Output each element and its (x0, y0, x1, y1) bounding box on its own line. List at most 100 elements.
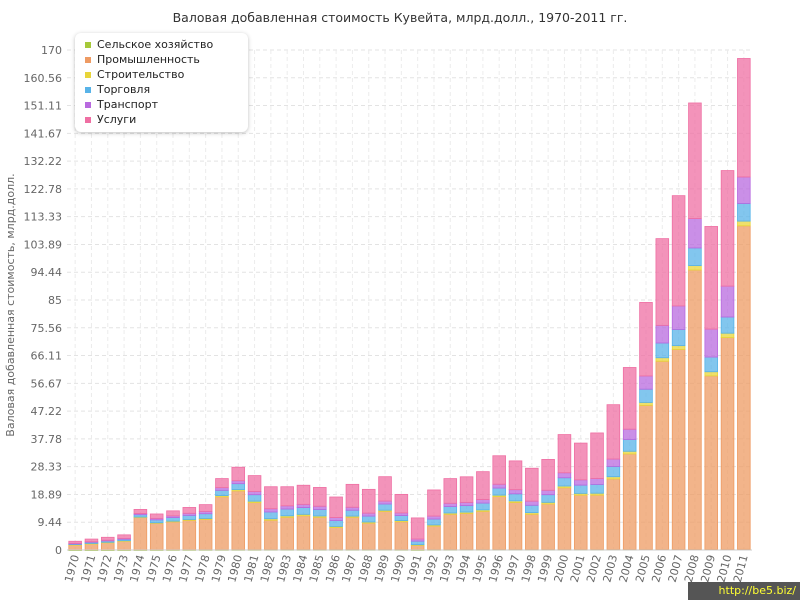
bar-segment[interactable]: Промышленность 1970: 1.7 (68, 544, 82, 551)
bar-segment[interactable]: Торговля 1984: 2.3 (296, 507, 311, 515)
bar-segment[interactable]: Промышленность 1990: 9.5 (394, 521, 409, 551)
bar-segment[interactable]: Торговля 1979: 1.8 (215, 489, 229, 497)
bar-segment[interactable]: Торговля 1991: 1.2 (410, 540, 425, 546)
bar-segment[interactable]: Промышленность 2011: 110 (737, 225, 751, 550)
bar-segment[interactable]: Услуги 1981: 5.4 (247, 475, 262, 492)
bar-segment[interactable]: Услуги 1976: 1.7 (166, 510, 180, 517)
bar-segment[interactable]: Услуги 2003: 18.5 (606, 404, 621, 460)
bar-segment[interactable]: Промышленность 2006: 64 (655, 360, 670, 550)
bar-segment[interactable]: Промышленность 1972: 2.5 (101, 542, 115, 551)
legend-item[interactable]: Торговля (85, 82, 240, 97)
bar-segment[interactable]: Торговля 1987: 2 (345, 509, 360, 517)
bar-segment[interactable]: Промышленность 1988: 9 (361, 522, 376, 551)
bar-segment[interactable]: Услуги 1992: 8.9 (427, 489, 441, 517)
bar-segment[interactable]: Транспорт 2006: 6 (655, 324, 670, 344)
bar-segment[interactable]: Торговля 1990: 1.7 (394, 515, 409, 521)
bar-segment[interactable]: Торговля 2000: 2.8 (557, 477, 572, 487)
bar-segment[interactable]: Услуги 1988: 8.1 (361, 488, 376, 514)
bar-segment[interactable]: Транспорт 1994: 1.1 (459, 501, 474, 507)
bar-segment[interactable]: Промышленность 2000: 21 (557, 487, 572, 550)
bar-segment[interactable]: Торговля 2005: 4.5 (639, 388, 653, 403)
bar-segment[interactable]: Промышленность 2003: 24 (606, 478, 621, 550)
bar-segment[interactable]: Промышленность 1985: 11 (313, 516, 327, 551)
bar-segment[interactable]: Услуги 2001: 12.5 (573, 442, 588, 481)
bar-segment[interactable]: Транспорт 2001: 1.8 (573, 479, 588, 486)
bar-segment[interactable]: Услуги 2010: 39.3 (720, 170, 735, 287)
bar-segment[interactable]: Промышленность 1980: 20 (231, 490, 246, 551)
bar-segment[interactable]: Транспорт 1992: 1 (427, 515, 441, 520)
watermark[interactable]: http://be5.biz/ (688, 582, 800, 600)
bar-segment[interactable]: Торговля 2010: 5.5 (720, 316, 735, 334)
bar-segment[interactable]: Услуги 1998: 11.2 (525, 467, 539, 502)
legend-item[interactable]: Транспорт (85, 97, 240, 112)
bar-segment[interactable]: Услуги 1995: 9.5 (476, 471, 490, 500)
bar-segment[interactable]: Услуги 1974: 1.4 (133, 509, 148, 514)
bar-segment[interactable]: Торговля 1978: 1.6 (198, 513, 213, 519)
bar-segment[interactable]: Торговля 1999: 2.6 (541, 494, 555, 503)
bar-segment[interactable]: Услуги 1979: 3.1 (215, 478, 229, 489)
bar-segment[interactable]: Торговля 2007: 5.5 (671, 329, 686, 347)
bar-segment[interactable]: Транспорт 2008: 10 (688, 218, 702, 249)
bar-segment[interactable]: Транспорт 1993: 1.1 (443, 502, 458, 507)
bar-segment[interactable]: Транспорт 2004: 3.5 (622, 428, 637, 440)
bar-segment[interactable]: Услуги 2009: 34.9 (704, 226, 718, 330)
bar-segment[interactable]: Услуги 2008: 39.3 (688, 102, 702, 219)
bar-segment[interactable]: Услуги 2005: 25 (639, 302, 653, 377)
bar-segment[interactable]: Транспорт 1983: 1.1 (280, 505, 294, 510)
bar-segment[interactable]: Транспорт 2011: 9 (737, 176, 751, 204)
bar-segment[interactable]: Торговля 1996: 2.4 (492, 487, 506, 496)
bar-segment[interactable]: Торговля 1975: 1 (149, 519, 164, 524)
bar-segment[interactable]: Транспорт 2007: 8 (671, 305, 686, 330)
bar-segment[interactable]: Услуги 2000: 13 (557, 434, 572, 474)
bar-segment[interactable]: Промышленность 1996: 18 (492, 496, 506, 550)
bar-segment[interactable]: Промышленность 1981: 16 (247, 502, 262, 551)
bar-segment[interactable]: Транспорт 1988: 1 (361, 512, 376, 517)
bar-segment[interactable]: Торговля 1993: 2.2 (443, 506, 458, 514)
bar-segment[interactable]: Услуги 1975: 1.5 (149, 513, 164, 519)
bar-segment[interactable]: Торговля 1982: 2.3 (264, 511, 278, 520)
bar-segment[interactable]: Услуги 2006: 29.5 (655, 238, 670, 326)
bar-segment[interactable]: Строительство 2005: 1 (639, 402, 653, 406)
bar-segment[interactable]: Услуги 1977: 2 (182, 507, 197, 514)
bar-segment[interactable]: Транспорт 1989: 1 (378, 500, 392, 505)
bar-segment[interactable]: Промышленность 1997: 16 (508, 502, 523, 550)
bar-segment[interactable]: Транспорт 1984: 1.1 (296, 503, 311, 508)
bar-segment[interactable]: Услуги 1982: 7.5 (264, 486, 278, 510)
bar-segment[interactable]: Торговля 2006: 5 (655, 342, 670, 359)
bar-segment[interactable]: Транспорт 2009: 9.5 (704, 328, 718, 358)
bar-segment[interactable]: Промышленность 1987: 11 (345, 516, 360, 551)
bar-segment[interactable]: Торговля 1998: 2.5 (525, 504, 539, 514)
bar-segment[interactable]: Услуги 1971: 0.9 (84, 538, 99, 543)
bar-segment[interactable]: Торговля 1976: 1.2 (166, 517, 180, 522)
bar-segment[interactable]: Промышленность 1992: 8 (427, 525, 441, 551)
bar-segment[interactable]: Промышленность 1984: 11.5 (296, 515, 311, 551)
bar-segment[interactable]: Транспорт 1987: 1 (345, 506, 360, 511)
bar-segment[interactable]: Транспорт 1981: 1.1 (247, 491, 262, 496)
bar-segment[interactable]: Транспорт 2010: 10.5 (720, 285, 735, 318)
bar-segment[interactable]: Услуги 1996: 9.7 (492, 455, 506, 485)
bar-segment[interactable]: Промышленность 2008: 95 (688, 269, 702, 550)
bar-segment[interactable]: Торговля 1997: 2.4 (508, 493, 523, 502)
bar-segment[interactable]: Услуги 1994: 8.7 (459, 476, 474, 503)
bar-segment[interactable]: Торговля 1977: 1.4 (182, 514, 197, 520)
bar-segment[interactable]: Строительство 2008: 1.5 (688, 265, 702, 271)
bar-segment[interactable]: Промышленность 1982: 10 (264, 519, 278, 551)
bar-segment[interactable]: Транспорт 1997: 1.4 (508, 489, 523, 495)
bar-segment[interactable]: Торговля 1992: 2 (427, 518, 441, 526)
bar-segment[interactable]: Услуги 2011: 40.3 (737, 58, 751, 178)
bar-segment[interactable]: Транспорт 1985: 1.1 (313, 505, 327, 510)
bar-segment[interactable]: Услуги 1983: 6.5 (280, 486, 294, 507)
bar-segment[interactable]: Услуги 1997: 9.8 (508, 460, 523, 491)
bar-segment[interactable]: Промышленность 1973: 3 (117, 540, 131, 551)
bar-segment[interactable]: Услуги 1999: 10.5 (541, 459, 555, 491)
bar-segment[interactable]: Услуги 1985: 6.4 (313, 487, 327, 507)
bar-segment[interactable]: Услуги 1993: 8.4 (443, 478, 458, 504)
bar-segment[interactable]: Услуги 1989: 8.3 (378, 476, 392, 502)
bar-segment[interactable]: Торговля 1986: 2 (329, 520, 343, 527)
bar-segment[interactable]: Услуги 1984: 6.5 (296, 484, 311, 505)
legend-item[interactable]: Сельское хозяйство (85, 37, 240, 52)
bar-segment[interactable]: Промышленность 1999: 15.5 (541, 503, 555, 550)
bar-segment[interactable]: Транспорт 1980: 1 (231, 480, 246, 485)
bar-segment[interactable]: Транспорт 1986: 1 (329, 517, 343, 521)
bar-segment[interactable]: Услуги 1990: 6.3 (394, 493, 409, 514)
